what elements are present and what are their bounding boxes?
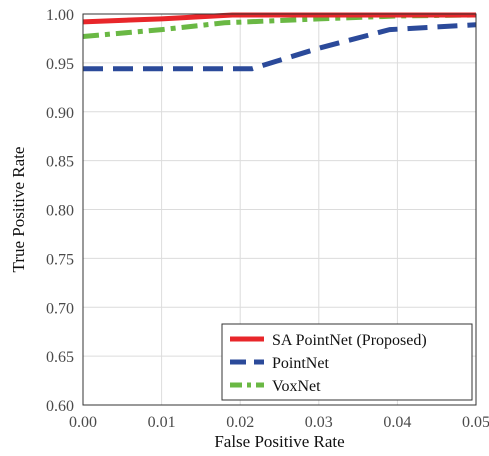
legend: SA PointNet (Proposed) PointNet VoxNet [221, 323, 473, 401]
legend-label-sa-pointnet-proposed: SA PointNet (Proposed) [272, 332, 427, 349]
y-tick-label: 0.70 [46, 300, 74, 317]
x-tick-label: 0.00 [69, 414, 97, 431]
series-line-voxnet [83, 12, 476, 39]
y-axis-title: True Positive Rate [9, 147, 28, 273]
x-tick-label: 0.04 [383, 414, 411, 431]
plot-frame [82, 13, 477, 406]
y-tick-label: 0.65 [46, 349, 74, 366]
y-tick-label: 0.85 [46, 154, 74, 171]
series-line-pointnet [83, 22, 476, 72]
x-tick-label: 0.02 [226, 414, 254, 431]
y-tick-label: 0.80 [46, 203, 74, 220]
x-axis-title: False Positive Rate [214, 432, 344, 451]
legend-label-pointnet: PointNet [272, 355, 329, 372]
x-tick-label: 0.01 [148, 414, 176, 431]
tick-labels: 0.00 0.01 0.02 0.03 0.04 0.05 0.60 0.65 0.70 0.75… [46, 7, 489, 431]
x-tick-label: 0.05 [462, 414, 489, 431]
series-line-sa-pointnet-proposed [83, 12, 476, 25]
y-tick-label: 0.90 [46, 105, 74, 122]
y-tick-label: 1.00 [46, 7, 74, 24]
y-tick-label: 0.60 [46, 398, 74, 415]
y-tick-label: 0.95 [46, 56, 74, 73]
x-tick-label: 0.03 [305, 414, 333, 431]
y-tick-label: 0.75 [46, 251, 74, 268]
series-lines [83, 12, 476, 72]
legend-label-voxnet: VoxNet [272, 378, 321, 395]
